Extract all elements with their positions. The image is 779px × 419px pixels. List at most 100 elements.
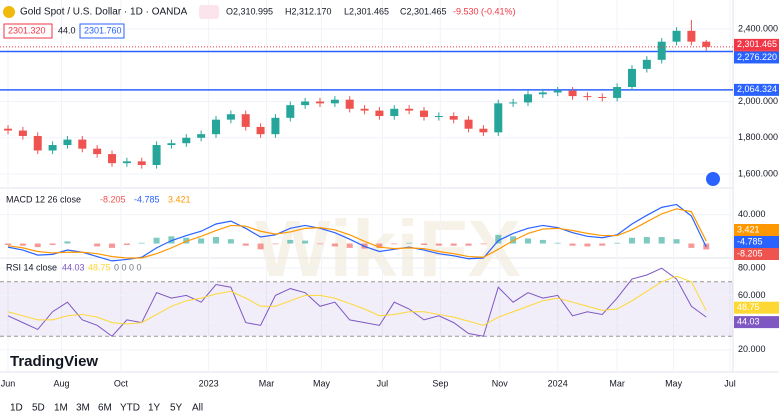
logo: TradingView bbox=[10, 353, 98, 370]
range-button[interactable]: 1D bbox=[10, 403, 23, 414]
level-label-box bbox=[734, 83, 779, 96]
ohlc-high: H2,312.170 bbox=[285, 6, 332, 16]
candle-body bbox=[182, 137, 191, 144]
rsi-line bbox=[7, 275, 707, 326]
rsi-band bbox=[0, 281, 733, 337]
ohlc-close: C2,301.465 bbox=[400, 6, 447, 16]
histogram-bar bbox=[138, 242, 145, 244]
x-tick-label: 2024 bbox=[548, 378, 568, 388]
range-button[interactable]: 5D bbox=[32, 403, 45, 414]
candle-body bbox=[286, 105, 295, 118]
histogram-bar bbox=[123, 243, 130, 245]
y-tick-label: 2,400.000 bbox=[738, 23, 778, 33]
histogram-bar bbox=[5, 243, 12, 245]
x-tick-label: 2023 bbox=[199, 378, 219, 388]
sell-button[interactable] bbox=[3, 23, 53, 39]
legend-extra: 0 0 0 0 bbox=[114, 262, 142, 272]
candle-body bbox=[419, 110, 428, 117]
candle-body bbox=[33, 135, 42, 151]
candle-body bbox=[330, 99, 339, 104]
candle-body bbox=[271, 117, 280, 135]
value-label: 3.421 bbox=[737, 224, 760, 234]
histogram-bar bbox=[49, 243, 56, 245]
candle-body bbox=[4, 128, 13, 131]
ohlc-open: O2,310.995 bbox=[226, 6, 273, 16]
level-label: 2,064.324 bbox=[737, 84, 777, 94]
value-label-box bbox=[734, 248, 779, 260]
histogram-bar bbox=[614, 242, 621, 244]
candle-body bbox=[345, 99, 354, 109]
x-tick-label: Sep bbox=[432, 378, 448, 388]
candle-body bbox=[48, 145, 57, 151]
candle-body bbox=[598, 96, 607, 98]
candle-body bbox=[687, 30, 696, 42]
pane-title: RSI 14 close bbox=[6, 262, 57, 272]
candle-body bbox=[627, 68, 636, 88]
histogram-bar bbox=[227, 239, 234, 244]
candle-body bbox=[197, 134, 206, 138]
buy-button[interactable] bbox=[79, 23, 125, 39]
x-tick-label: May bbox=[313, 378, 331, 388]
candle-body bbox=[375, 110, 384, 117]
status-badge bbox=[199, 5, 219, 19]
histogram-bar bbox=[658, 237, 665, 244]
value-label-box bbox=[734, 301, 779, 314]
histogram-bar bbox=[346, 243, 353, 248]
candle-body bbox=[18, 130, 27, 136]
candle-body bbox=[108, 154, 117, 164]
histogram-bar bbox=[183, 237, 190, 244]
range-button[interactable]: 5Y bbox=[170, 403, 183, 414]
legend-value: 48.75 bbox=[88, 262, 111, 272]
legend-value: 3.421 bbox=[168, 194, 191, 204]
x-tick-label: Jun bbox=[1, 378, 16, 388]
histogram-bar bbox=[34, 243, 41, 248]
candle-body bbox=[316, 101, 325, 104]
range-button[interactable]: 6M bbox=[98, 403, 112, 414]
candle-body bbox=[568, 90, 577, 97]
range-button[interactable]: YTD bbox=[120, 403, 140, 414]
candle-body bbox=[553, 90, 562, 93]
symbol: Gold Spot / U.S. Dollar · 1D · OANDA bbox=[20, 7, 188, 18]
histogram-bar bbox=[64, 241, 71, 244]
candle-body bbox=[152, 145, 161, 165]
x-tick-label: Mar bbox=[259, 378, 275, 388]
value-label: -4.785 bbox=[737, 236, 763, 246]
candle-body bbox=[93, 148, 102, 155]
histogram-bar bbox=[391, 243, 398, 245]
legend-value: 44.03 bbox=[62, 262, 85, 272]
histogram-bar bbox=[510, 236, 517, 244]
y-tick-label: 1,600.000 bbox=[738, 168, 778, 178]
histogram-bar bbox=[524, 238, 531, 244]
candle-body bbox=[672, 30, 681, 42]
legend-value: -4.785 bbox=[134, 194, 160, 204]
y-tick-label: 40.000 bbox=[738, 209, 766, 219]
candle-body bbox=[583, 96, 592, 98]
histogram-bar bbox=[673, 239, 680, 244]
candle-body bbox=[212, 119, 221, 135]
histogram-bar bbox=[287, 239, 294, 244]
x-tick-label: Aug bbox=[53, 378, 69, 388]
candle-body bbox=[122, 161, 131, 164]
range-button[interactable]: 1Y bbox=[148, 403, 161, 414]
range-button[interactable]: 3M bbox=[76, 403, 90, 414]
symbol-icon bbox=[3, 6, 15, 18]
watermark: WikiFX bbox=[255, 204, 521, 293]
histogram-bar bbox=[495, 234, 502, 244]
range-button[interactable]: All bbox=[192, 403, 203, 414]
histogram-bar bbox=[213, 237, 220, 244]
candle-body bbox=[494, 103, 503, 133]
histogram-bar bbox=[599, 243, 606, 246]
x-tick-label: Oct bbox=[114, 378, 129, 388]
histogram-bar bbox=[94, 243, 101, 247]
x-tick-label: Nov bbox=[492, 378, 509, 388]
histogram-bar bbox=[450, 243, 457, 246]
range-button[interactable]: 1M bbox=[54, 403, 68, 414]
histogram-bar bbox=[257, 243, 264, 250]
histogram-bar bbox=[198, 238, 205, 244]
y-tick-label: 20.000 bbox=[738, 344, 766, 354]
value-label-box bbox=[734, 316, 779, 329]
histogram-bar bbox=[272, 243, 279, 245]
x-tick-label: Jul bbox=[724, 378, 736, 388]
candle-body bbox=[657, 41, 666, 60]
